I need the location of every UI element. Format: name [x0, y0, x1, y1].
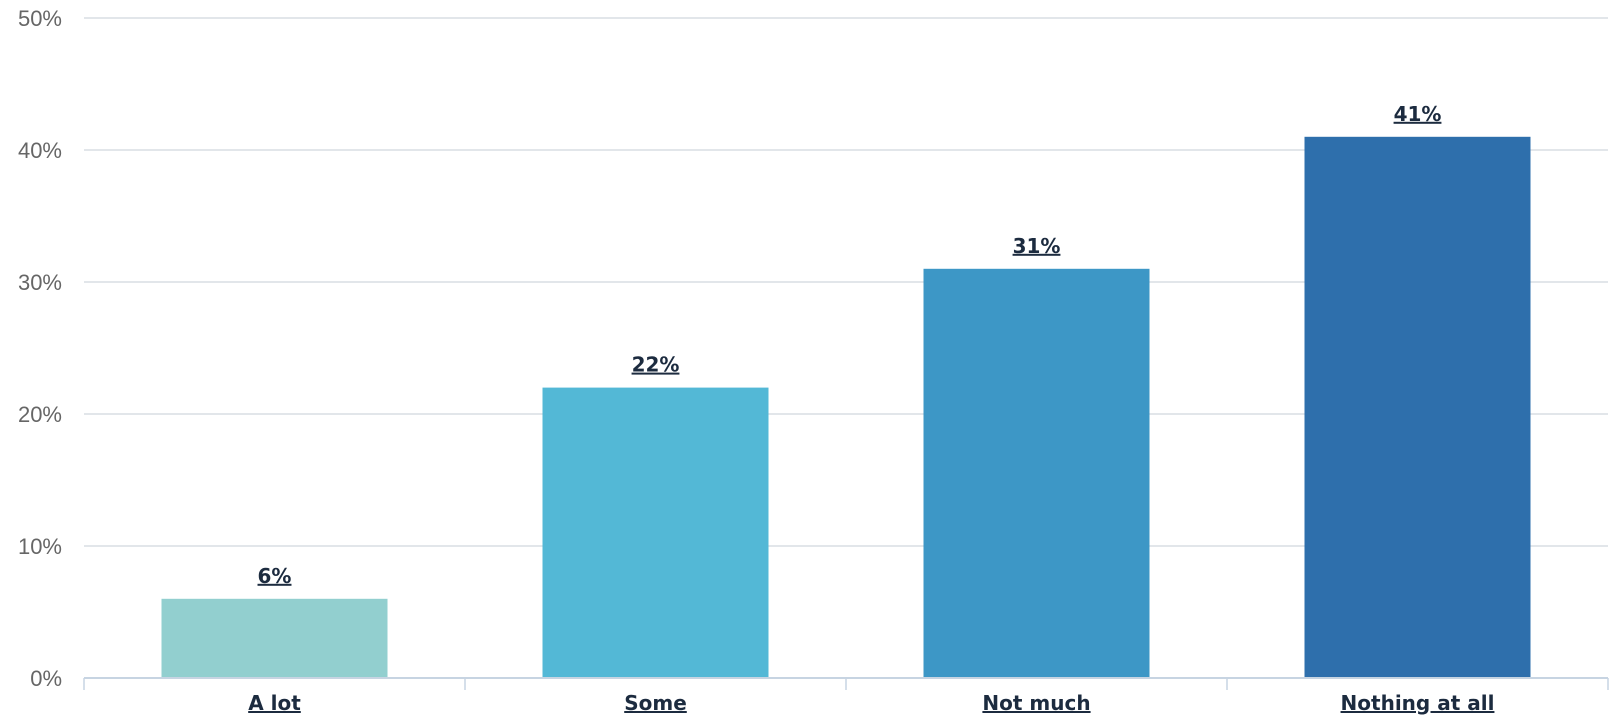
x-tick-label: Some: [624, 691, 687, 715]
y-axis-ticks: 0% 10% 20% 30% 40% 50%: [18, 6, 62, 691]
y-tick-label: 30%: [18, 270, 62, 295]
data-label: 22%: [632, 353, 680, 377]
y-tick-label: 10%: [18, 534, 62, 559]
y-tick-label: 0%: [30, 666, 62, 691]
bar: [1305, 137, 1531, 678]
x-tick-label: Nothing at all: [1341, 691, 1495, 715]
bar: [162, 599, 388, 678]
bars: 6% 22% 31% 41%: [162, 102, 1531, 678]
y-tick-label: 40%: [18, 138, 62, 163]
data-label: 6%: [258, 564, 292, 588]
y-tick-label: 20%: [18, 402, 62, 427]
bar: [924, 269, 1150, 678]
x-tick-label: Not much: [982, 691, 1090, 715]
y-tick-label: 50%: [18, 6, 62, 31]
x-axis: A lot Some Not much Nothing at all: [84, 678, 1608, 715]
x-tick-label: A lot: [248, 691, 301, 715]
bar: [543, 388, 769, 678]
data-label: 31%: [1013, 234, 1061, 258]
data-label: 41%: [1394, 102, 1442, 126]
